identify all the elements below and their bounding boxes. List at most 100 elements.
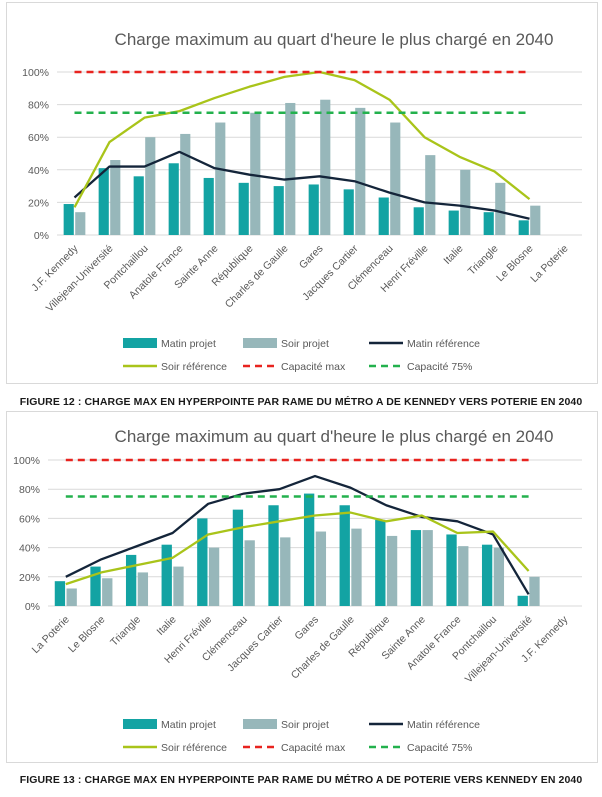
- y-tick-label: 20%: [28, 197, 49, 209]
- legend-label-matin-projet: Matin projet: [161, 338, 216, 350]
- y-tick-label: 0%: [34, 230, 49, 242]
- bar-matin-projet: [517, 595, 528, 606]
- chart-title: Charge maximum au quart d'heure le plus …: [115, 427, 554, 446]
- legend-label-soir-reference: Soir référence: [161, 742, 227, 754]
- bar-matin-projet: [273, 186, 284, 235]
- chart-panel-kennedy-to-poterie: Charge maximum au quart d'heure le plus …: [6, 2, 598, 384]
- bar-soir-projet: [529, 576, 540, 606]
- legend-label-capacite-75: Capacité 75%: [407, 361, 472, 373]
- bar-matin-projet: [413, 207, 424, 235]
- bar-matin-projet: [308, 184, 319, 235]
- bar-matin-projet: [518, 220, 529, 235]
- chart-poterie-to-kennedy: Charge maximum au quart d'heure le plus …: [13, 427, 582, 754]
- legend-swatch-matin-projet: [123, 338, 157, 348]
- bar-matin-projet: [378, 197, 389, 235]
- bar-soir-projet: [110, 160, 121, 235]
- bar-matin-projet: [375, 519, 386, 606]
- x-tick-label: Villejean-Université: [463, 614, 535, 686]
- x-tick-label: La Poterie: [528, 243, 570, 285]
- figure-caption-13: FIGURE 13 : CHARGE MAX EN HYPERPOINTE PA…: [19, 774, 583, 786]
- figure-caption-12: FIGURE 12 : CHARGE MAX EN HYPERPOINTE PA…: [19, 396, 583, 408]
- legend-swatch-soir-projet: [243, 338, 277, 348]
- bar-soir-projet: [280, 537, 291, 606]
- bar-soir-projet: [458, 546, 469, 606]
- bar-matin-projet: [232, 509, 244, 606]
- y-tick-label: 0%: [25, 601, 40, 613]
- y-tick-label: 40%: [19, 543, 40, 555]
- legend-label-soir-projet: Soir projet: [281, 719, 329, 731]
- bar-matin-projet: [197, 518, 208, 606]
- bar-soir-projet: [315, 531, 327, 606]
- bar-soir-projet: [390, 122, 401, 235]
- y-tick-label: 40%: [28, 165, 49, 177]
- x-tick-label: Gares: [297, 243, 326, 272]
- legend-label-soir-projet: Soir projet: [281, 338, 329, 350]
- x-tick-label: Gares: [292, 614, 321, 643]
- legend-label-capacite-75: Capacité 75%: [407, 742, 472, 754]
- y-tick-label: 20%: [19, 572, 40, 584]
- y-tick-label: 60%: [19, 513, 40, 525]
- bar-soir-projet: [244, 540, 255, 606]
- chart-kennedy-to-poterie: Charge maximum au quart d'heure le plus …: [22, 30, 582, 373]
- bar-soir-projet: [425, 155, 436, 235]
- legend-label-matin-projet: Matin projet: [161, 719, 216, 731]
- bar-matin-projet: [483, 212, 494, 235]
- y-tick-label: 80%: [19, 484, 40, 496]
- line-soir-reference: [65, 511, 530, 586]
- legend-label-capacite-max: Capacité max: [281, 361, 346, 373]
- bar-soir-projet: [351, 528, 362, 606]
- y-tick-label: 80%: [28, 100, 49, 112]
- bar-matin-projet: [161, 544, 172, 606]
- x-tick-label: Charles de Gaulle: [223, 243, 291, 311]
- bar-matin-projet: [448, 210, 459, 235]
- bar-soir-projet: [102, 578, 113, 606]
- bar-soir-projet: [320, 99, 331, 236]
- bar-matin-projet: [168, 163, 179, 235]
- bar-soir-projet: [386, 535, 398, 606]
- bar-soir-projet: [215, 122, 226, 235]
- bar-soir-projet: [250, 112, 261, 235]
- bar-matin-projet: [410, 530, 422, 606]
- x-tick-label: Charles de Gaulle: [289, 614, 357, 682]
- bar-soir-projet: [495, 182, 506, 235]
- legend-swatch-soir-projet: [243, 719, 277, 729]
- bar-soir-projet: [530, 205, 541, 235]
- bar-soir-projet: [460, 169, 471, 235]
- bar-matin-projet: [133, 176, 144, 235]
- bar-matin-projet: [446, 534, 457, 606]
- legend-label-soir-reference: Soir référence: [161, 361, 227, 373]
- bar-soir-projet: [66, 588, 77, 606]
- bar-matin-projet: [63, 204, 74, 235]
- line-matin-reference: [73, 150, 530, 220]
- x-tick-label: La Poterie: [30, 614, 72, 656]
- y-tick-label: 60%: [28, 132, 49, 144]
- bar-matin-projet: [268, 505, 279, 606]
- bar-soir-projet: [285, 102, 296, 235]
- bar-soir-projet: [180, 133, 191, 235]
- y-tick-label: 100%: [13, 455, 40, 467]
- bar-matin-projet: [238, 182, 249, 235]
- bar-soir-projet: [208, 547, 220, 606]
- bar-matin-projet: [481, 544, 493, 606]
- y-tick-label: 100%: [22, 67, 49, 79]
- x-tick-label: Italie: [155, 614, 179, 638]
- bar-soir-projet: [493, 547, 505, 606]
- bar-soir-projet: [355, 107, 366, 235]
- chart-title: Charge maximum au quart d'heure le plus …: [115, 30, 554, 49]
- bar-matin-projet: [54, 581, 66, 606]
- legend-label-matin-reference: Matin référence: [407, 338, 480, 350]
- line-soir-reference: [73, 70, 531, 208]
- legend-swatch-matin-projet: [123, 719, 157, 729]
- bar-matin-projet: [303, 493, 315, 606]
- legend-label-matin-reference: Matin référence: [407, 719, 480, 731]
- x-tick-label: Triangle: [108, 614, 143, 649]
- bar-matin-projet: [339, 505, 350, 606]
- bar-soir-projet: [137, 572, 149, 606]
- bar-soir-projet: [173, 566, 184, 606]
- bar-soir-projet: [145, 137, 156, 235]
- bar-matin-projet: [203, 177, 214, 235]
- bar-matin-projet: [343, 189, 354, 235]
- bar-matin-projet: [98, 168, 109, 235]
- x-tick-label: Triangle: [466, 243, 501, 278]
- chart-panel-poterie-to-kennedy: Charge maximum au quart d'heure le plus …: [6, 411, 598, 763]
